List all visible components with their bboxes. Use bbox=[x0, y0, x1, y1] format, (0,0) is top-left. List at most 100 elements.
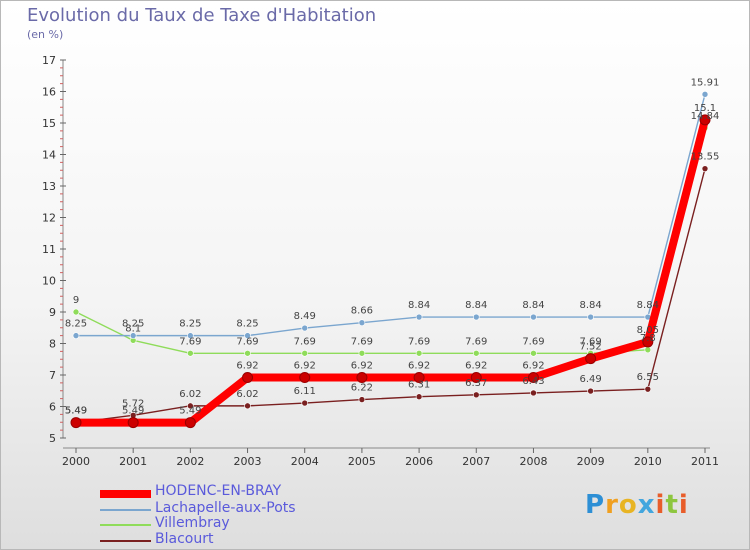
legend-label-lachapelle: Lachapelle-aux-Pots bbox=[155, 500, 296, 516]
data-label-blacourt: 6.43 bbox=[522, 376, 544, 387]
data-label-blacourt: 6.11 bbox=[294, 386, 316, 397]
data-label-hodenc: 15.1 bbox=[694, 103, 716, 114]
data-label-hodenc: 6.92 bbox=[236, 361, 258, 372]
x-tick-label: 2005 bbox=[348, 455, 376, 468]
data-point-lachapelle bbox=[415, 313, 423, 321]
legend-swatch-lachapelle bbox=[100, 509, 151, 511]
data-label-hodenc: 5.49 bbox=[122, 406, 144, 417]
data-point-villembray bbox=[301, 349, 309, 357]
data-label-villembray: 14.84 bbox=[691, 111, 720, 122]
data-label-blacourt: 6.55 bbox=[637, 372, 659, 383]
x-tick-label: 2006 bbox=[405, 455, 433, 468]
data-point-hodenc bbox=[470, 372, 482, 384]
data-point-hodenc bbox=[585, 353, 597, 365]
data-point-lachapelle bbox=[472, 313, 480, 321]
y-tick-label: 17 bbox=[42, 54, 56, 67]
axes: 5 6 7 8 9 10 11 12 13 14 15 16 17 2000 2001 2002 2003 200… bbox=[42, 54, 719, 468]
data-point-hodenc bbox=[413, 372, 425, 384]
chart-title: Evolution du Taux de Taxe d'Habitation bbox=[27, 5, 377, 26]
data-label-hodenc: 6.92 bbox=[465, 361, 487, 372]
data-point-hodenc bbox=[242, 372, 254, 384]
data-point-hodenc bbox=[642, 336, 654, 348]
data-label-villembray: 8.1 bbox=[125, 323, 141, 334]
data-label-hodenc: 6.92 bbox=[294, 361, 316, 372]
x-tick-label: 2003 bbox=[234, 455, 262, 468]
data-label-blacourt: 6.02 bbox=[236, 389, 258, 400]
data-point-villembray bbox=[472, 349, 480, 357]
data-point-blacourt bbox=[587, 387, 594, 395]
data-label-hodenc: 8.05 bbox=[637, 325, 659, 336]
data-point-lachapelle bbox=[358, 319, 366, 327]
data-label-blacourt: 6.37 bbox=[465, 378, 487, 389]
data-point-lachapelle bbox=[187, 332, 194, 339]
data-point-hodenc bbox=[70, 417, 82, 429]
data-point-blacourt bbox=[472, 391, 480, 399]
legend-label-blacourt: Blacourt bbox=[155, 531, 214, 547]
data-point-villembray bbox=[358, 349, 366, 357]
data-point-hodenc bbox=[527, 372, 539, 384]
legend-swatch-hodenc bbox=[100, 490, 151, 498]
y-tick-label: 7 bbox=[49, 369, 56, 382]
data-label-hodenc: 6.92 bbox=[522, 361, 544, 372]
data-point-lachapelle bbox=[129, 332, 137, 339]
data-point-blacourt bbox=[644, 385, 652, 393]
data-label-lachapelle: 8.25 bbox=[65, 319, 87, 330]
data-label-villembray: 7.69 bbox=[179, 336, 201, 347]
legend-label-villembray: Villembray bbox=[155, 515, 230, 531]
data-point-lachapelle bbox=[530, 313, 537, 321]
y-tick-label: 14 bbox=[42, 149, 56, 162]
data-label-lachapelle: 8.49 bbox=[294, 311, 316, 322]
data-label-blacourt: 6.31 bbox=[408, 380, 430, 391]
legend-swatch-villembray bbox=[100, 524, 151, 526]
x-tick-label: 2011 bbox=[691, 455, 719, 468]
data-point-blacourt bbox=[301, 399, 309, 407]
data-point-blacourt bbox=[187, 402, 194, 410]
data-label-villembray: 7.69 bbox=[294, 336, 316, 347]
data-label-blacourt: 6.02 bbox=[179, 389, 201, 400]
data-point-lachapelle bbox=[72, 332, 80, 339]
data-point-villembray bbox=[415, 349, 423, 357]
data-point-blacourt bbox=[358, 396, 366, 403]
x-tick-label: 2010 bbox=[634, 455, 662, 468]
chart-subtitle: (en %) bbox=[27, 28, 64, 41]
data-label-hodenc: 7.52 bbox=[580, 342, 602, 353]
data-label-lachapelle: 8.66 bbox=[351, 306, 373, 317]
data-point-villembray bbox=[187, 349, 194, 357]
y-tick-label: 16 bbox=[42, 86, 56, 99]
x-tick-label: 2008 bbox=[519, 455, 547, 468]
y-tick-label: 8 bbox=[49, 338, 56, 351]
data-label-lachapelle: 15.91 bbox=[691, 77, 720, 88]
data-label-hodenc: 6.92 bbox=[408, 361, 430, 372]
data-label-villembray: 9 bbox=[73, 295, 79, 306]
data-label-hodenc: 5.49 bbox=[65, 406, 87, 417]
y-tick-label: 13 bbox=[42, 180, 56, 193]
data-point-villembray bbox=[530, 349, 537, 357]
data-point-villembray bbox=[644, 346, 652, 354]
data-label-villembray: 7.69 bbox=[236, 336, 258, 347]
data-point-hodenc bbox=[356, 372, 368, 384]
data-label-villembray: 7.8 bbox=[640, 333, 656, 344]
legend-swatch-blacourt bbox=[100, 540, 151, 542]
data-label-villembray: 7.69 bbox=[408, 336, 430, 347]
y-tick-label: 9 bbox=[49, 306, 56, 319]
series-line-lachapelle bbox=[76, 94, 706, 337]
series-line-blacourt bbox=[75, 168, 706, 424]
data-point-blacourt bbox=[701, 165, 709, 172]
data-label-lachapelle: 8.25 bbox=[179, 319, 201, 330]
data-point-blacourt bbox=[415, 393, 423, 401]
y-tick-label: 6 bbox=[49, 401, 56, 414]
data-point-lachapelle bbox=[301, 324, 309, 332]
x-tick-label: 2004 bbox=[291, 455, 319, 468]
data-labels-layer: 5.49 5.49 5.49 6.92 6.92 6.92 6.92 6.92 6.92 7.52… bbox=[65, 77, 719, 416]
data-point-hodenc bbox=[699, 114, 711, 126]
legend-label-hodenc: HODENC-EN-BRAY bbox=[155, 483, 282, 499]
data-label-lachapelle: 8.84 bbox=[465, 300, 487, 311]
data-label-villembray: 7.69 bbox=[522, 336, 544, 347]
data-point-hodenc bbox=[127, 417, 139, 429]
y-tick-label: 11 bbox=[42, 243, 56, 256]
x-tick-label: 2001 bbox=[119, 455, 147, 468]
data-label-lachapelle: 8.84 bbox=[637, 300, 659, 311]
data-point-blacourt bbox=[244, 402, 251, 410]
data-label-blacourt: 6.49 bbox=[580, 374, 602, 385]
